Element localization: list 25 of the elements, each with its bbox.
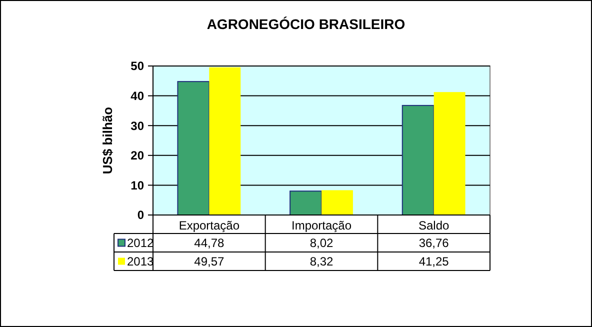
y-tick-label: 20 <box>130 148 144 163</box>
y-axis-title: US$ bilhão <box>100 106 115 174</box>
data-label: 44,78 <box>194 236 225 250</box>
data-label: 8,02 <box>310 236 334 250</box>
data-label: 49,57 <box>194 254 225 268</box>
y-tick-label: 50 <box>130 59 144 74</box>
x-tick-label: Saldo <box>418 218 450 232</box>
x-tick-label: Importação <box>291 218 352 232</box>
legend-label: 2013 <box>127 254 154 268</box>
data-label: 41,25 <box>418 254 450 268</box>
data-label: 8,32 <box>310 254 334 268</box>
bar <box>322 190 353 215</box>
y-tick-label: 40 <box>130 89 144 103</box>
data-label: 36,76 <box>418 236 450 250</box>
chart-title: AGRONEGÓCIO BRASILEIRO <box>206 16 406 32</box>
bar <box>177 81 210 216</box>
legend-label: 2012 <box>127 236 154 250</box>
y-tick-label: 30 <box>130 118 144 133</box>
x-tick-label: Exportação <box>178 218 240 232</box>
y-tick-label: 0 <box>137 208 144 222</box>
bar <box>209 67 241 215</box>
y-tick-label: 10 <box>130 178 144 192</box>
bar <box>290 190 322 216</box>
bar <box>402 104 434 216</box>
bar <box>434 92 466 215</box>
